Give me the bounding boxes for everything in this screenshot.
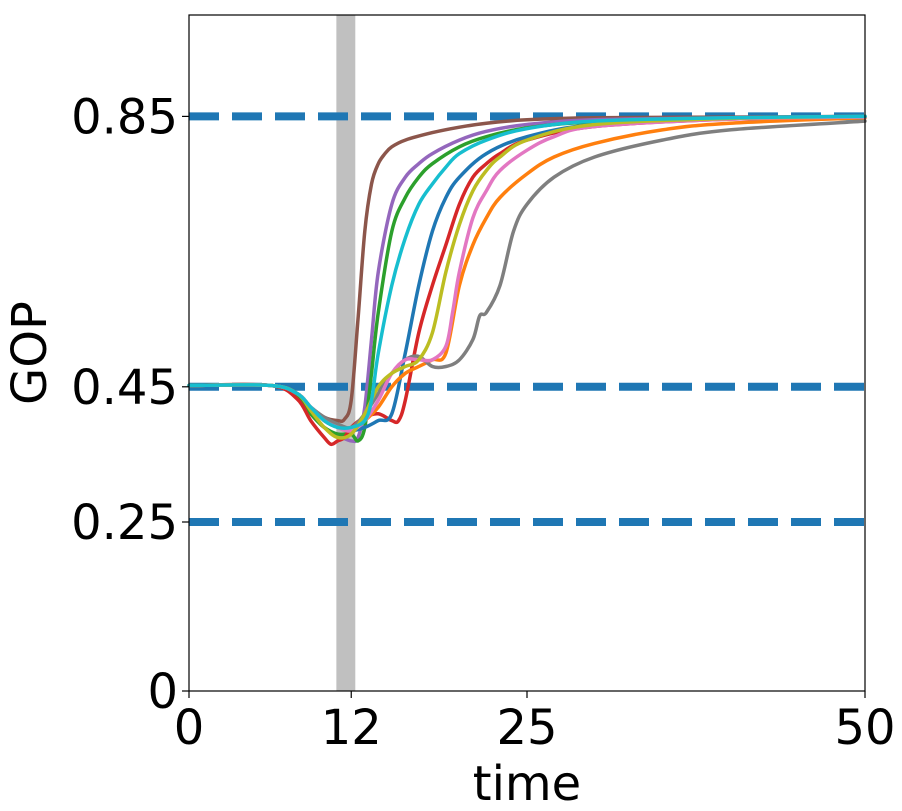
y-axis-label: GOP bbox=[2, 301, 58, 405]
series-line-9 bbox=[187, 114, 867, 440]
x-tick-label: 25 bbox=[496, 700, 557, 756]
series-line-1 bbox=[187, 114, 867, 424]
series-line-4 bbox=[187, 115, 867, 447]
reference-lines-layer bbox=[189, 112, 865, 526]
y-ticks-layer: 0 0.25 0.45 0.85 bbox=[71, 89, 189, 720]
y-tick-label: 0 bbox=[147, 664, 178, 720]
series-line-10 bbox=[187, 114, 867, 430]
series-line-7 bbox=[187, 119, 867, 430]
y-tick-label: 0.25 bbox=[71, 495, 178, 551]
x-axis-label: time bbox=[473, 756, 581, 811]
x-tick-label: 50 bbox=[834, 700, 895, 756]
y-tick-label: 0.85 bbox=[71, 89, 178, 145]
x-ticks-layer: 0 12 25 50 bbox=[174, 691, 896, 756]
series-lines-layer bbox=[187, 114, 867, 447]
x-tick-label: 0 bbox=[174, 700, 205, 756]
y-tick-label: 0.45 bbox=[71, 360, 178, 416]
x-tick-label: 12 bbox=[321, 700, 382, 756]
